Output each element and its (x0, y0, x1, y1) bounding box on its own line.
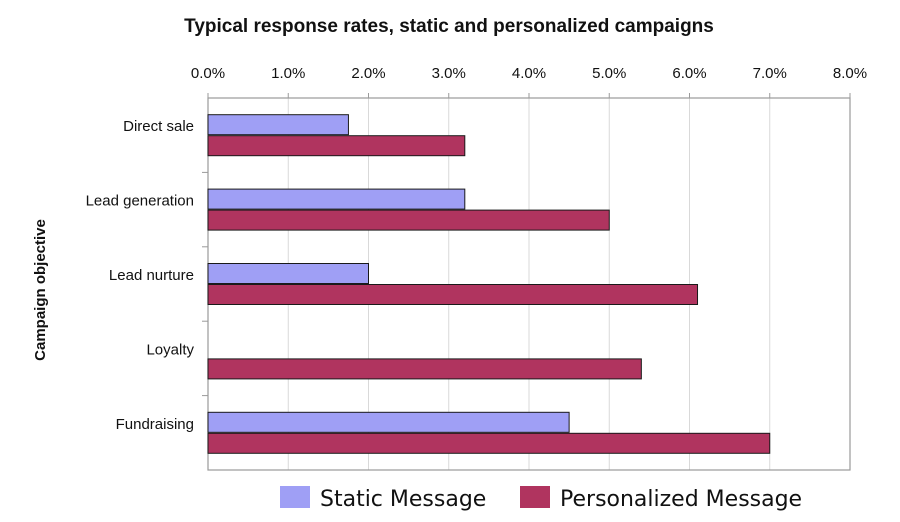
legend-swatch (280, 486, 310, 508)
category-label: Loyalty (146, 341, 194, 358)
category-label: Fundraising (116, 416, 194, 433)
bar-personalized-message-lead-nurture (207, 284, 699, 305)
legend: Static Message Personalized Message (280, 486, 802, 512)
y-axis-label: Campaign objective (32, 219, 49, 361)
category-label: Lead generation (86, 193, 194, 210)
bars (207, 114, 771, 454)
chart-title: Typical response rates, static and perso… (184, 16, 714, 37)
bar-personalized-message-lead-generation (207, 209, 610, 231)
bar-static-message-lead-nurture (207, 263, 369, 284)
legend-swatch (520, 486, 550, 508)
bar-static-message-direct-sale (207, 114, 349, 136)
x-tick-label: 6.0% (672, 65, 706, 82)
bar-static-message-fundraising (207, 411, 570, 433)
x-tick-label: 3.0% (432, 65, 466, 82)
x-tick-label: 7.0% (753, 65, 787, 82)
bar-personalized-message-direct-sale (207, 135, 466, 157)
bar-personalized-message-fundraising (207, 432, 771, 454)
x-tick-label: 2.0% (351, 65, 385, 82)
x-axis-ticks: 0.0% 1.0% 2.0% 3.0% 4.0% 5.0% 6.0% 7.0% 8.0% (191, 65, 867, 98)
legend-label: Static Message (320, 487, 486, 512)
legend-label: Personalized Message (560, 487, 802, 512)
category-label: Direct sale (123, 118, 194, 135)
category-label: Lead nurture (109, 267, 194, 284)
x-tick-label: 4.0% (512, 65, 546, 82)
bar-personalized-message-loyalty (207, 358, 642, 380)
x-tick-label: 5.0% (592, 65, 626, 82)
x-tick-label: 0.0% (191, 65, 225, 82)
x-tick-label: 8.0% (833, 65, 867, 82)
category-labels: Direct sale Lead generation Lead nurture Lo… (86, 118, 208, 433)
x-tick-label: 1.0% (271, 65, 305, 82)
bar-static-message-lead-generation (207, 188, 466, 210)
